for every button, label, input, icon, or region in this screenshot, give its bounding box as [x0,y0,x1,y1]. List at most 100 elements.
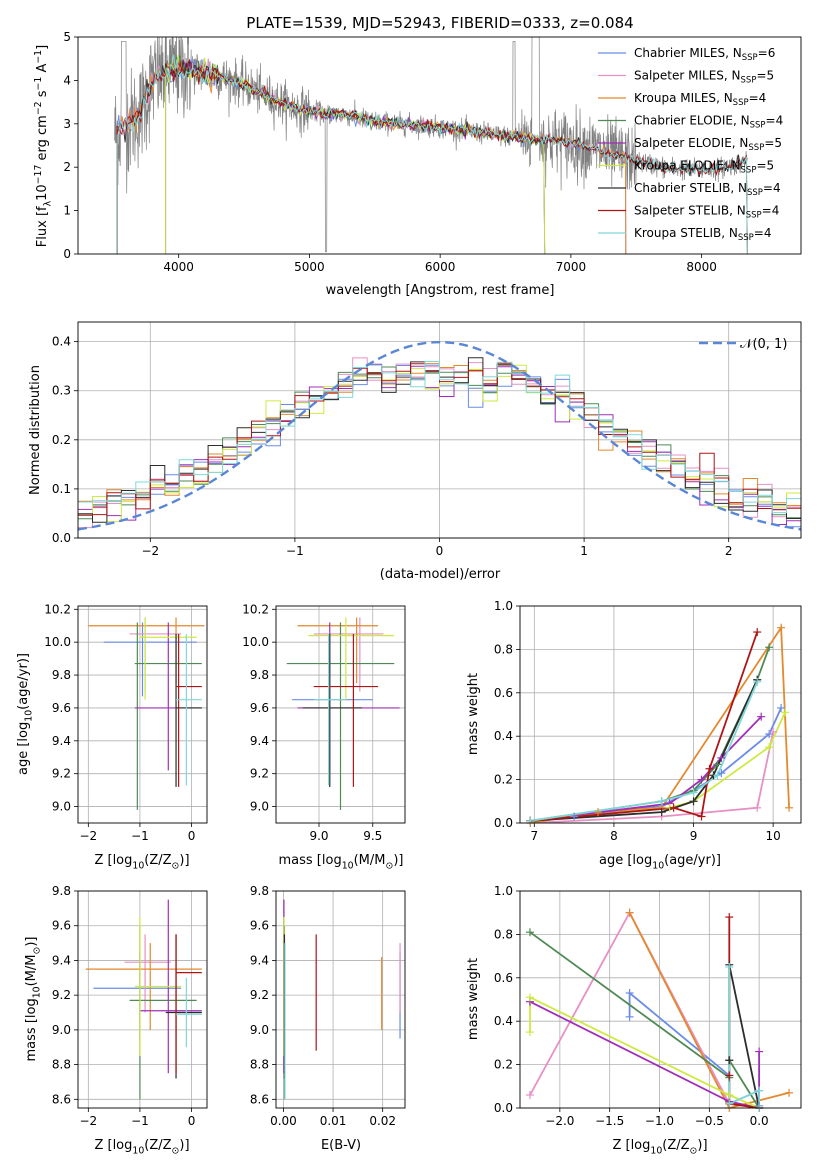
series-marker [625,908,634,917]
x-tick-label: 10 [765,829,780,843]
legend-n-sub: SSP [746,211,762,221]
legend-n-prefix: , N [721,226,738,240]
x-axis-label-part: (age/yr)] [664,853,721,868]
chart-mass_vs_ebv: 0.00 0.01 0.02 8.6 8.8 9.0 9.2 9.4 9.6 9.8 [250,884,406,1128]
series-line-kroupa-miles [628,912,790,1108]
chart-title: PLATE=1539, MJD=52943, FIBERID=0333, z=0… [246,14,633,32]
point-chabrier-miles [292,633,373,787]
x-tick-label: −1.0 [645,1114,674,1128]
legend-n-prefix: , N [724,159,741,173]
legend-name: Salpeter ELODIE [634,136,732,150]
y-tick-label: 0.8 [494,927,513,941]
legend-eq: = [749,91,759,105]
y-tick-label: 9.8 [250,668,269,682]
legend-n-sub: SSP [748,143,764,153]
series-marker [657,808,666,817]
series-marker [525,928,534,937]
series-marker [753,677,762,686]
series-marker [753,628,762,637]
y-tick-label: 0.6 [494,971,513,985]
y-tick-label: 8.8 [52,1058,71,1072]
legend-n-prefix: , N [716,91,733,105]
series-marker [625,1012,634,1021]
series-marker [753,803,762,812]
x-axis-label: E(B-V) [321,1138,361,1153]
y-axis-label: age [log10(age/yr)] [16,653,35,775]
series-line-kroupa-stelib [728,967,760,1108]
y-tick-label: 9.8 [52,884,71,898]
x-axis-label-part: 10 [652,861,664,872]
x-tick-label: 4000 [163,260,194,274]
chart-mass_vs_Z: −2 −1 0 8.6 8.8 9.0 9.2 9.4 9.6 9.8 [52,884,208,1128]
series-marker [777,623,786,632]
x-axis-label: wavelength [Angstrom, rest frame] [326,283,555,298]
series-marker [625,988,634,997]
legend-eq: = [763,181,773,195]
series-marker [570,812,579,821]
series-marker [526,816,535,825]
y-axis-label-part: A [35,64,50,77]
series-marker [765,743,774,752]
legend-n-value: 4 [764,226,772,240]
legend-n-value: 5 [767,69,775,83]
x-axis-label-part: ⊙ [172,1146,180,1157]
x-axis-label-part: )] [179,853,189,868]
axes-frame [519,890,802,1109]
y-tick-label: 1.0 [494,599,513,613]
x-axis-label: (data-model)/error [380,567,501,582]
x-tick-label: 6000 [425,260,456,274]
series-line-kroupa-miles [530,624,790,823]
series-marker [785,803,794,812]
legend-n-value: 4 [773,181,781,195]
axes-frame [77,605,208,824]
legend-n-value: 4 [776,114,784,128]
legend-n-prefix: , N [733,114,750,128]
y-tick-label: 9.6 [250,701,269,715]
point-kroupa-miles [297,617,379,684]
x-axis-label-part: )] [179,1138,189,1153]
x-axis-label-part: Z [log [94,1138,132,1153]
series-line-chabrier-miles [628,991,760,1106]
axes-frame [275,605,406,824]
point-salpeter-miles [124,934,171,1013]
point-kroupa-elodie [134,917,182,1056]
series-marker [725,913,734,922]
legend-n-sub: SSP [742,53,758,63]
series-marker [525,1028,534,1037]
x-tick-label: 9.0 [309,829,328,843]
y-tick-label: 9.8 [250,884,269,898]
y-axis-label-part: age [log [16,722,31,775]
x-tick-label: 0 [188,1114,196,1128]
plot-area [529,910,790,1108]
y-tick-label: 9.2 [250,767,269,781]
y-tick-label: 9.0 [52,800,71,814]
y-tick-label: 9.0 [250,800,269,814]
series-marker [525,1090,534,1099]
legend-n-value: 6 [768,46,776,60]
point-chabrier-miles [103,622,197,697]
x-tick-label: −1 [131,1114,149,1128]
model-spectrum-salpeter-stelib [116,58,748,254]
series-marker [725,1071,734,1080]
model-spectrum-kroupa-stelib [116,54,748,254]
x-tick-label: −0.5 [695,1114,724,1128]
y-tick-label: 1 [63,204,71,218]
y-tick-label: 5 [63,30,71,44]
x-axis-label-part: ⊙ [385,861,393,872]
y-axis-label-part: −17 [33,165,44,185]
x-tick-label: 0.00 [270,1114,297,1128]
legend-label: Salpeter MILES, NSSP=5 [634,69,774,86]
series-marker [697,775,706,784]
series-marker [697,812,706,821]
series-marker [669,803,678,812]
data-spectrum-line [114,37,748,253]
point-chabrier-stelib [302,633,362,787]
legend-n-sub: SSP [741,166,757,176]
series-marker [765,643,774,652]
y-tick-label: 0.0 [494,1101,513,1115]
series-marker [777,703,786,712]
point-kroupa-elodie [139,617,197,700]
x-axis-label: age [log10(age/yr)] [599,853,721,872]
series-marker [725,1056,734,1065]
y-tick-label: 8.6 [250,1092,269,1106]
